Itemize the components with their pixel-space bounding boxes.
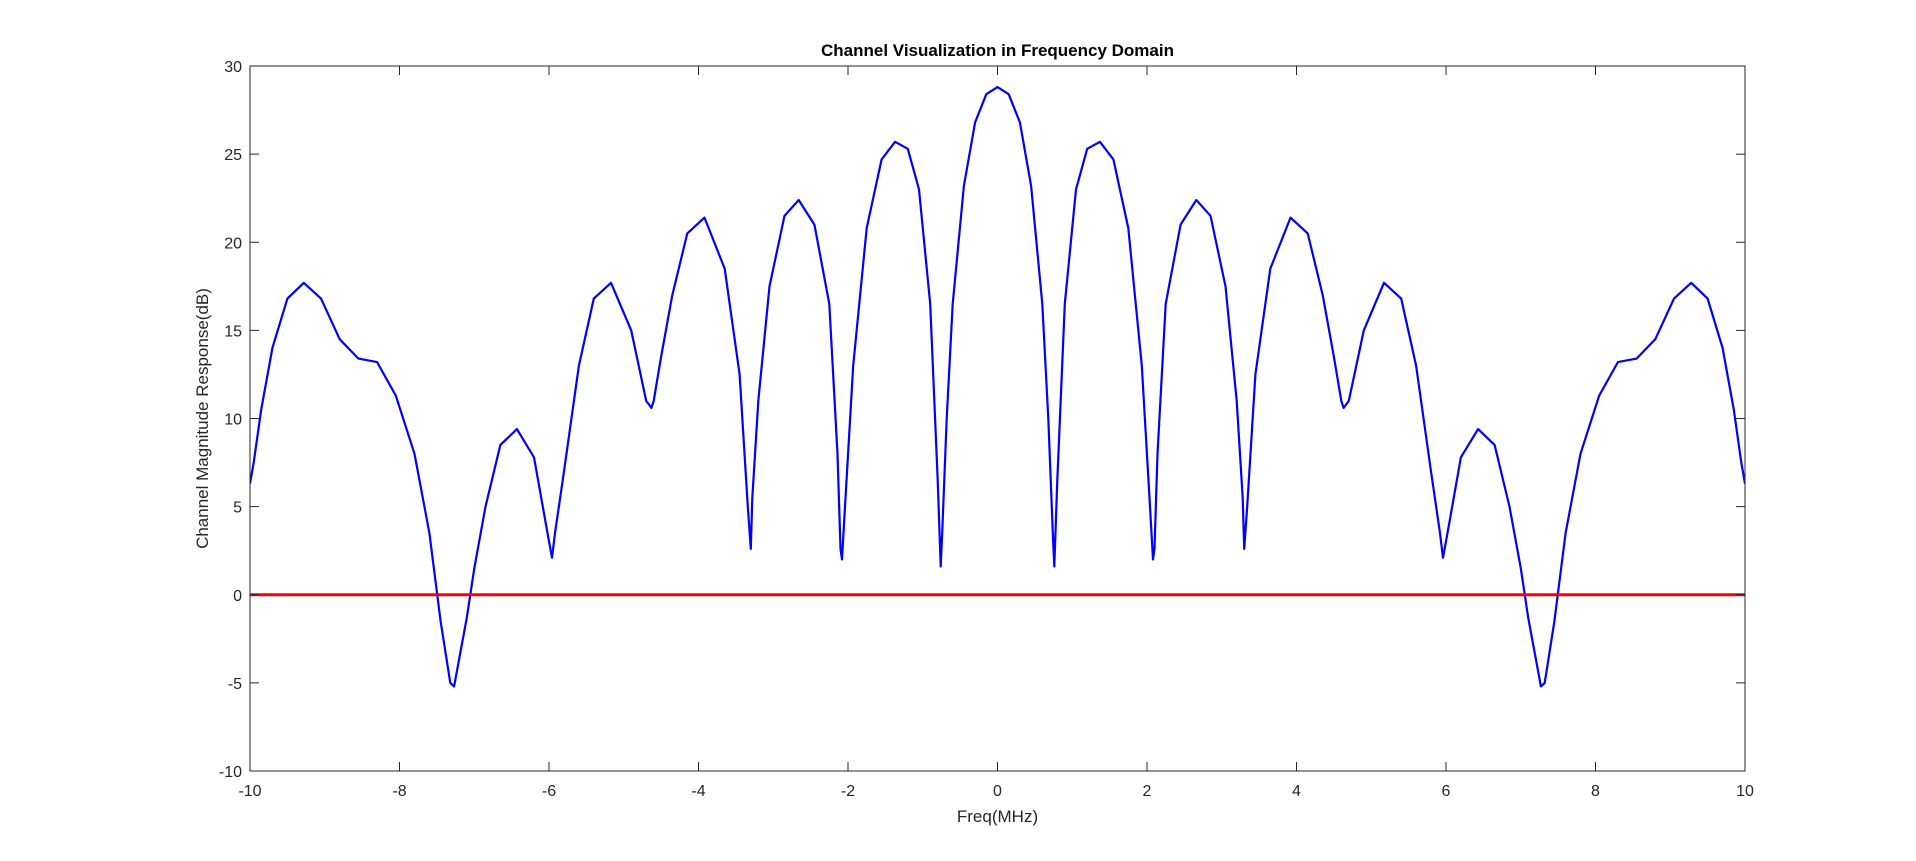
x-tick-label: -8 (392, 783, 406, 800)
y-tick-label: 20 (224, 235, 242, 252)
x-tick-label: -2 (841, 783, 855, 800)
y-tick-label: 30 (224, 59, 242, 76)
y-tick-label: 25 (224, 147, 242, 164)
x-tick-label: -10 (238, 783, 261, 800)
x-tick-label: -6 (542, 783, 556, 800)
x-tick-label: -4 (691, 783, 705, 800)
y-tick-label: 15 (224, 323, 242, 340)
chart-title: Channel Visualization in Frequency Domai… (821, 41, 1174, 60)
x-tick-label: 0 (993, 783, 1002, 800)
x-tick-label: 6 (1442, 783, 1451, 800)
y-tick-label: 0 (233, 588, 242, 605)
x-tick-label: 4 (1292, 783, 1301, 800)
axes: -10 -8 -6 -4 -2 0 2 4 6 8 10 -10 -5 0 5 10 15 20 25 30 (219, 59, 1754, 800)
x-tick-label: 2 (1143, 783, 1152, 800)
x-axis-title: Freq(MHz) (957, 807, 1038, 826)
x-tick-label: 8 (1591, 783, 1600, 800)
y-axis-title: Channel Magnitude Response(dB) (193, 288, 212, 549)
x-tick-label: 10 (1736, 783, 1754, 800)
y-tick-label: -10 (219, 764, 242, 781)
plot-area (250, 85, 1745, 688)
series-line-channel-response (250, 85, 1745, 688)
y-tick-label: 10 (224, 412, 242, 429)
y-tick-label: -5 (228, 676, 242, 693)
y-tick-label: 5 (233, 500, 242, 517)
